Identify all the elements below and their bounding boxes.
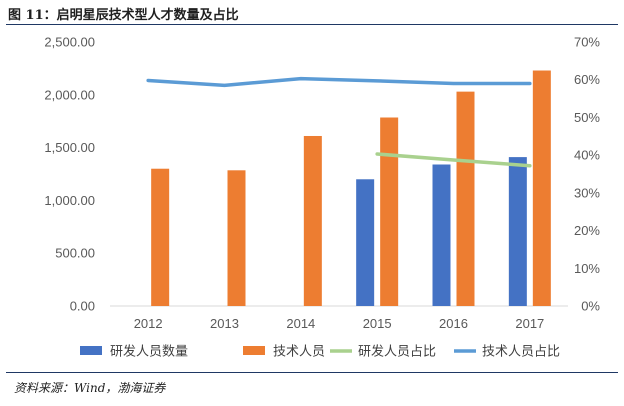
line-rd-ratio	[375, 152, 532, 168]
legend-swatch	[243, 346, 265, 355]
legend-label: 研发人员占比	[358, 344, 436, 360]
x-tick-label: 2017	[515, 316, 544, 331]
left-tick-label: 1,500.00	[44, 140, 95, 155]
x-tick-label: 2012	[134, 316, 163, 331]
left-tick-label: 0.00	[70, 299, 95, 314]
legend: 研发人员数量 技术人员 研发人员占比 技术人员占比	[80, 344, 560, 360]
right-axis-ticks: 0% 10% 20% 30% 40% 50% 60% 70%	[574, 35, 600, 314]
bar-tech-staff	[532, 70, 551, 307]
left-tick-label: 2,500.00	[44, 35, 95, 50]
left-tick-label: 1,000.00	[44, 193, 95, 208]
bar-tech-staff	[456, 91, 475, 307]
line-marks	[146, 76, 532, 168]
x-axis-ticks: 2012 2013 2014 2015 2016 2017	[134, 316, 545, 331]
left-tick-label: 2,000.00	[44, 87, 95, 102]
legend-label: 技术人员	[273, 345, 325, 360]
chart: 0.00 500.00 1,000.00 1,500.00 2,000.00 2,500.…	[44, 35, 600, 360]
right-tick-label: 20%	[574, 223, 600, 238]
right-tick-label: 60%	[574, 72, 600, 87]
bar-rd-count	[432, 164, 451, 306]
bar-marks	[151, 70, 551, 307]
x-tick-label: 2014	[286, 316, 315, 331]
right-tick-label: 0%	[581, 299, 600, 314]
left-axis-ticks: 0.00 500.00 1,000.00 1,500.00 2,000.00 2,500.…	[44, 35, 95, 314]
right-tick-label: 10%	[574, 261, 600, 276]
bar-tech-staff	[151, 168, 170, 306]
title-rule	[6, 24, 618, 25]
source-rule	[6, 372, 618, 373]
right-tick-label: 70%	[574, 35, 600, 50]
figure-title: 图 11：启明星辰技术型人才数量及占比	[8, 8, 239, 23]
legend-swatch	[80, 346, 102, 355]
source-note: 资料来源：Wind，渤海证券	[14, 381, 166, 395]
legend-label: 技术人员占比	[482, 345, 560, 360]
left-tick-label: 500.00	[55, 246, 95, 261]
x-tick-label: 2015	[363, 316, 392, 331]
bar-tech-staff	[380, 117, 399, 306]
bar-tech-staff	[227, 170, 246, 306]
bar-tech-staff	[303, 135, 322, 306]
line-tech-ratio	[146, 76, 532, 88]
x-tick-label: 2013	[210, 316, 239, 331]
bar-rd-count	[356, 179, 375, 306]
x-tick-label: 2016	[439, 316, 468, 331]
right-tick-label: 50%	[574, 110, 600, 125]
legend-label: 研发人员数量	[110, 344, 188, 360]
right-tick-label: 30%	[574, 185, 600, 200]
bar-rd-count	[508, 157, 527, 306]
right-tick-label: 40%	[574, 148, 600, 163]
